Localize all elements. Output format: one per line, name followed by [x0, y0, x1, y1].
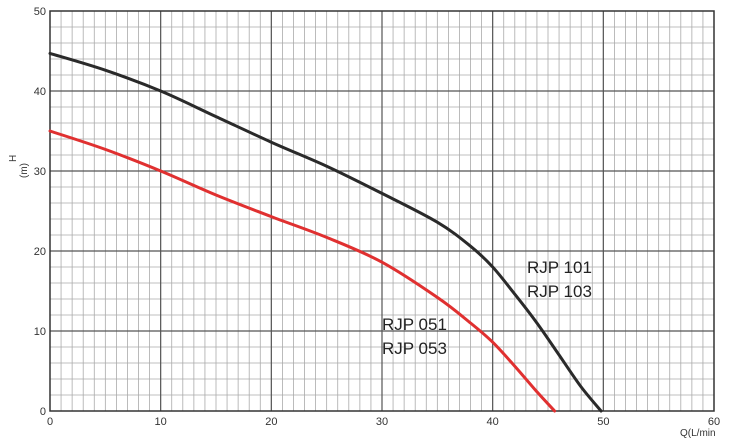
curve-labels: RJP 101 RJP 103 RJP 051 RJP 053 — [382, 258, 592, 358]
major-grid — [50, 11, 714, 411]
x-axis-label: Q(L/min — [680, 428, 716, 439]
curve-label-1-line-0: RJP 051 — [382, 315, 447, 334]
x-tick-label: 0 — [47, 416, 53, 428]
y-tick-label: 20 — [34, 246, 46, 258]
x-tick-label: 40 — [487, 416, 499, 428]
x-tick-label: 20 — [265, 416, 277, 428]
y-axis-label-unit: (m) — [19, 163, 30, 178]
plot-frame — [49, 10, 715, 412]
y-tick-label: 50 — [34, 6, 46, 18]
y-tick-label: 40 — [34, 86, 46, 98]
series-lines — [48, 51, 603, 413]
x-tick-label: 10 — [155, 416, 167, 428]
y-tick-label: 10 — [34, 326, 46, 338]
curve-label-0-line-0: RJP 101 — [527, 258, 592, 277]
y-axis-ticks: 0 10 20 30 40 50 — [34, 6, 46, 418]
curve-label-1-line-1: RJP 053 — [382, 339, 447, 358]
series-line-1 — [48, 129, 557, 413]
y-tick-label: 30 — [34, 166, 46, 178]
x-tick-label: 30 — [376, 416, 388, 428]
x-axis-ticks: 0 10 20 30 40 50 60 — [47, 416, 720, 428]
y-axis-label-h: H — [8, 155, 19, 162]
x-tick-label: 60 — [708, 416, 720, 428]
curve-label-0-line-1: RJP 103 — [527, 282, 592, 301]
y-tick-label: 0 — [40, 406, 46, 418]
x-tick-label: 50 — [597, 416, 609, 428]
series-line-0 — [48, 51, 603, 413]
